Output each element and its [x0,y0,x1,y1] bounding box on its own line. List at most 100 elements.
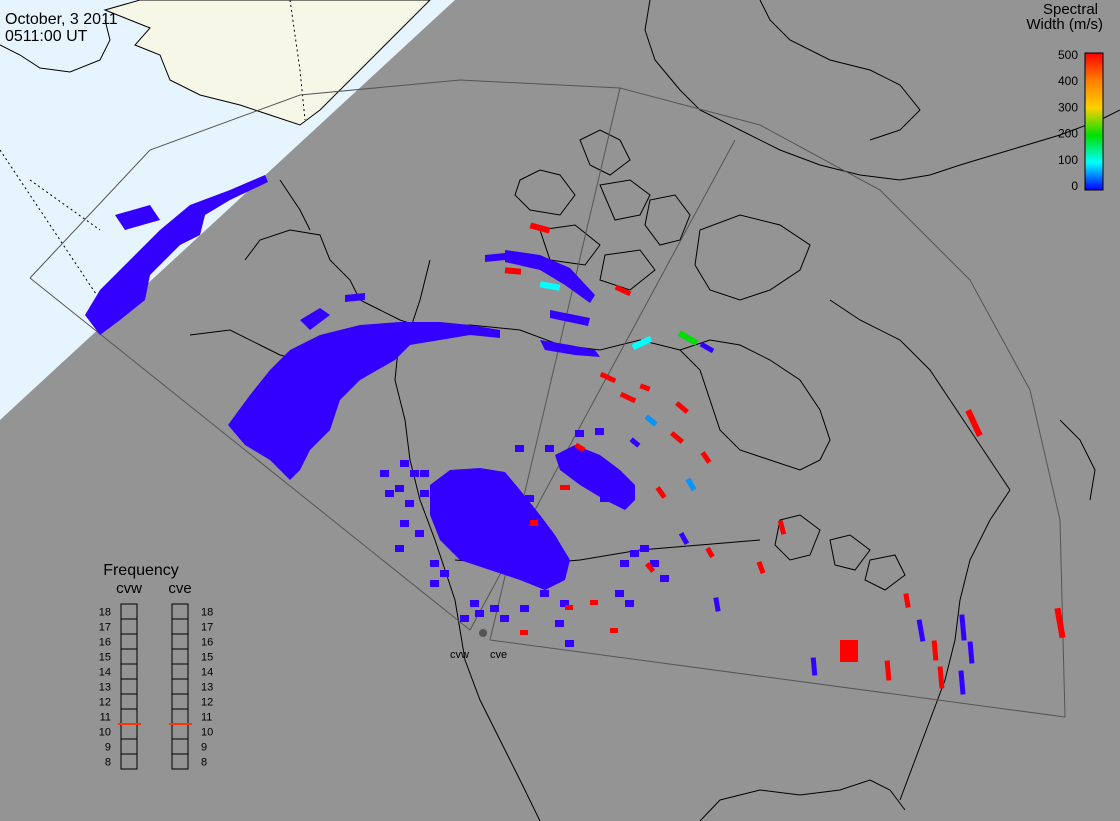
colorbar-tick-label: 200 [1058,127,1078,141]
scatter-cell [460,615,469,622]
scatter-region [430,468,570,590]
frequency-tick-label-cve: 15 [201,652,213,664]
frequency-tick-label-cve: 11 [201,712,212,724]
radar-site-marker [479,629,487,637]
scatter-cell [640,545,649,552]
colorbar-title-line1: Spectral [1043,1,1098,18]
scatter-cell [630,550,639,557]
scatter-cell [655,486,667,499]
scatter-cell [490,605,499,612]
scatter-cell [504,267,522,275]
colorbar-tick-label: 500 [1058,48,1078,62]
frequency-tick-label-cvw: 13 [99,682,111,694]
colorbar-title-line2: Width (m/s) [1026,16,1103,33]
colorbar-tick-label: 0 [1071,179,1078,193]
scatter-cell [470,600,479,607]
scatter-region [228,322,500,480]
scatter-cell [400,520,409,527]
scatter-cell [525,495,534,502]
colorbar-tick-label: 300 [1058,100,1078,114]
scatter-cell [705,546,715,559]
scatter-cell [595,428,604,435]
scatter-cell [574,442,586,453]
scatter-cell [530,520,538,526]
frequency-ticks: 18 18 17 17 16 16 15 15 14 14 13 13 12 12 11 11 10 10 9 9 8 8 [99,607,214,769]
scatter-cell [678,532,690,545]
scatter-cell [644,414,658,427]
scatter-cell [840,640,858,662]
frequency-tick-label-cvw: 12 [99,697,111,709]
radar-fov-outline [29,79,1066,718]
frequency-tick-label-cvw: 11 [100,712,111,724]
scatter-cell [937,666,945,689]
day-coast-alaska [0,19,111,73]
scatter-cell [599,371,617,384]
scatter-cell [620,560,629,567]
scatter-cell [420,470,429,477]
scatter-cell [699,341,715,354]
scatter-cell [590,600,598,605]
scatter-cell [619,391,637,404]
scatter-cell [756,561,766,574]
scatter-cell [965,409,983,437]
scatter-layer [85,175,1066,695]
colorbar-tick-label: 400 [1058,74,1078,88]
scatter-cell [555,620,564,627]
scatter-cell [631,336,653,350]
scatter-cell [515,445,524,452]
frequency-panel: Frequency cvw cve 18 18 17 17 16 16 15 15 14 14 13… [99,562,214,770]
scatter-cell [575,430,584,437]
frequency-tick-label-cvw: 10 [99,727,111,739]
scatter-cell [777,520,787,535]
scatter-cell [629,437,641,448]
scatter-cell [931,640,939,661]
frequency-tick-label-cve: 16 [201,637,213,649]
frequency-tick-label-cvw: 14 [99,667,111,679]
frequency-tick-label-cvw: 18 [99,607,111,619]
scatter-cell [700,451,712,464]
frequency-tick-label-cve: 12 [201,697,213,709]
scatter-cell [395,545,404,552]
scatter-cell [600,495,609,502]
scatter-cell [1054,607,1066,639]
frequency-tick-label-cvw: 16 [99,637,111,649]
scatter-region [300,308,330,330]
scatter-cell [520,605,529,612]
scatter-cell [612,480,621,487]
scatter-cell [440,570,449,577]
scatter-region [505,250,595,303]
scatter-cell [420,490,429,497]
scatter-cell [565,605,573,610]
scatter-region [555,445,635,510]
frequency-title: Frequency [103,562,179,579]
fov-west-edge [29,277,471,631]
scatter-cell [810,657,818,676]
scatter-cell [540,590,549,597]
frequency-tick-label-cvw: 17 [99,622,111,634]
scatter-cell [430,580,439,587]
scatter-cell [670,431,684,444]
frequency-tick-label-cve: 18 [201,607,213,619]
scatter-region [485,253,505,262]
scatter-cell [685,478,697,491]
frequency-tick-label-cve: 13 [201,682,213,694]
scatter-cell [500,615,509,622]
scatter-cell [410,470,419,477]
scatter-cell [639,383,651,392]
frequency-tick-label-cvw: 9 [105,742,111,754]
spectral-width-colorbar: Spectral Width (m/s) 500 400 300 200 100 0 [1026,1,1104,193]
scatter-cell [625,600,634,607]
timestamp: October, 3 2011 0511:00 UT [5,11,118,45]
scatter-cell [405,500,414,507]
coastlines [189,0,1120,821]
frequency-box-cvw [120,603,138,770]
scatter-cell [610,628,618,633]
scatter-cell [415,530,424,537]
scatter-cell [650,560,659,567]
day-land [103,0,431,126]
scatter-cell [560,485,570,490]
scatter-cell [615,590,624,597]
scatter-region [115,205,160,230]
frequency-tick-label-cve: 17 [201,622,213,634]
